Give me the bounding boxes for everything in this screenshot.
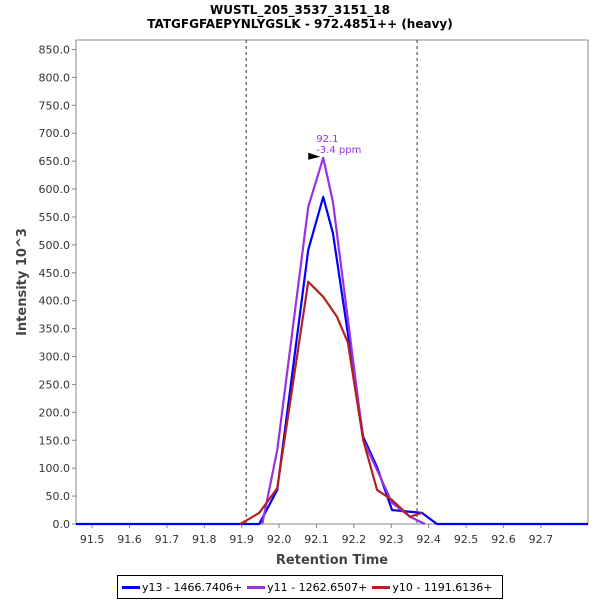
legend-swatch [247, 585, 266, 589]
x-tick-label: 91.9 [229, 533, 254, 546]
y-tick-label: 250.0 [39, 378, 71, 391]
legend-item-y13: y13 - 1466.7406+ [122, 581, 242, 594]
series-line-y10 [239, 280, 423, 525]
y-tick-label: 300.0 [39, 351, 71, 364]
y-tick-label: 150.0 [39, 434, 71, 447]
y-tick-label: 800.0 [39, 71, 71, 84]
x-axis-label: Retention Time [276, 553, 388, 568]
legend-item-y11: y11 - 1262.6507+ [247, 581, 367, 594]
y-tick-label: 550.0 [39, 211, 71, 224]
legend: y13 - 1466.7406+ y11 - 1262.6507+ y10 - … [117, 575, 503, 599]
y-tick-label: 50.0 [46, 490, 71, 503]
x-tick-label: 92.6 [491, 533, 516, 546]
y-axis-label: Intensity 10^3 [15, 228, 30, 336]
x-tick-label: 91.5 [80, 533, 105, 546]
x-tick-label: 92.3 [379, 533, 404, 546]
x-tick-label: 91.6 [117, 533, 142, 546]
y-tick-label: 700.0 [39, 127, 71, 140]
y-tick-label: 400.0 [39, 295, 71, 308]
x-tick-label: 92.1 [304, 533, 329, 546]
chart-title: WUSTL_205_3537_3151_18 [210, 3, 390, 18]
y-tick-label: 350.0 [39, 323, 71, 336]
peak-rt-label: 92.1 [316, 134, 338, 145]
legend-label: y10 - 1191.6136+ [392, 580, 493, 594]
legend-swatch [122, 585, 140, 589]
y-tick-label: 100.0 [39, 462, 71, 475]
x-tick-label: 92.4 [416, 533, 441, 546]
x-tick-label: 92.7 [529, 533, 554, 546]
chart-subtitle: TATGFGFAEPYNLYGSLK - 972.4851++ (heavy) [147, 17, 452, 31]
legend-label: y13 - 1466.7406+ [142, 580, 243, 594]
peak-marker-icon [308, 152, 321, 160]
legend-swatch [372, 585, 391, 589]
x-tick-label: 91.8 [192, 533, 217, 546]
y-tick-label: 650.0 [39, 155, 71, 168]
legend-item-y10: y10 - 1191.6136+ [372, 580, 493, 594]
y-tick-label: 450.0 [39, 267, 71, 280]
legend-label: y11 - 1262.6507+ [267, 580, 368, 594]
x-tick-label: 92.2 [342, 533, 367, 546]
y-tick-label: 200.0 [39, 406, 71, 419]
peak-ppm-label: -3.4 ppm [316, 145, 361, 156]
plot-area [75, 39, 589, 525]
y-tick-label: 850.0 [39, 43, 71, 56]
y-tick-label: 600.0 [39, 183, 71, 196]
y-tick-label: 750.0 [39, 99, 71, 112]
x-tick-label: 92.0 [267, 533, 292, 546]
y-tick-label: 0.0 [53, 518, 71, 531]
x-tick-label: 91.7 [155, 533, 180, 546]
y-tick-label: 500.0 [39, 239, 71, 252]
x-tick-label: 92.5 [454, 533, 479, 546]
